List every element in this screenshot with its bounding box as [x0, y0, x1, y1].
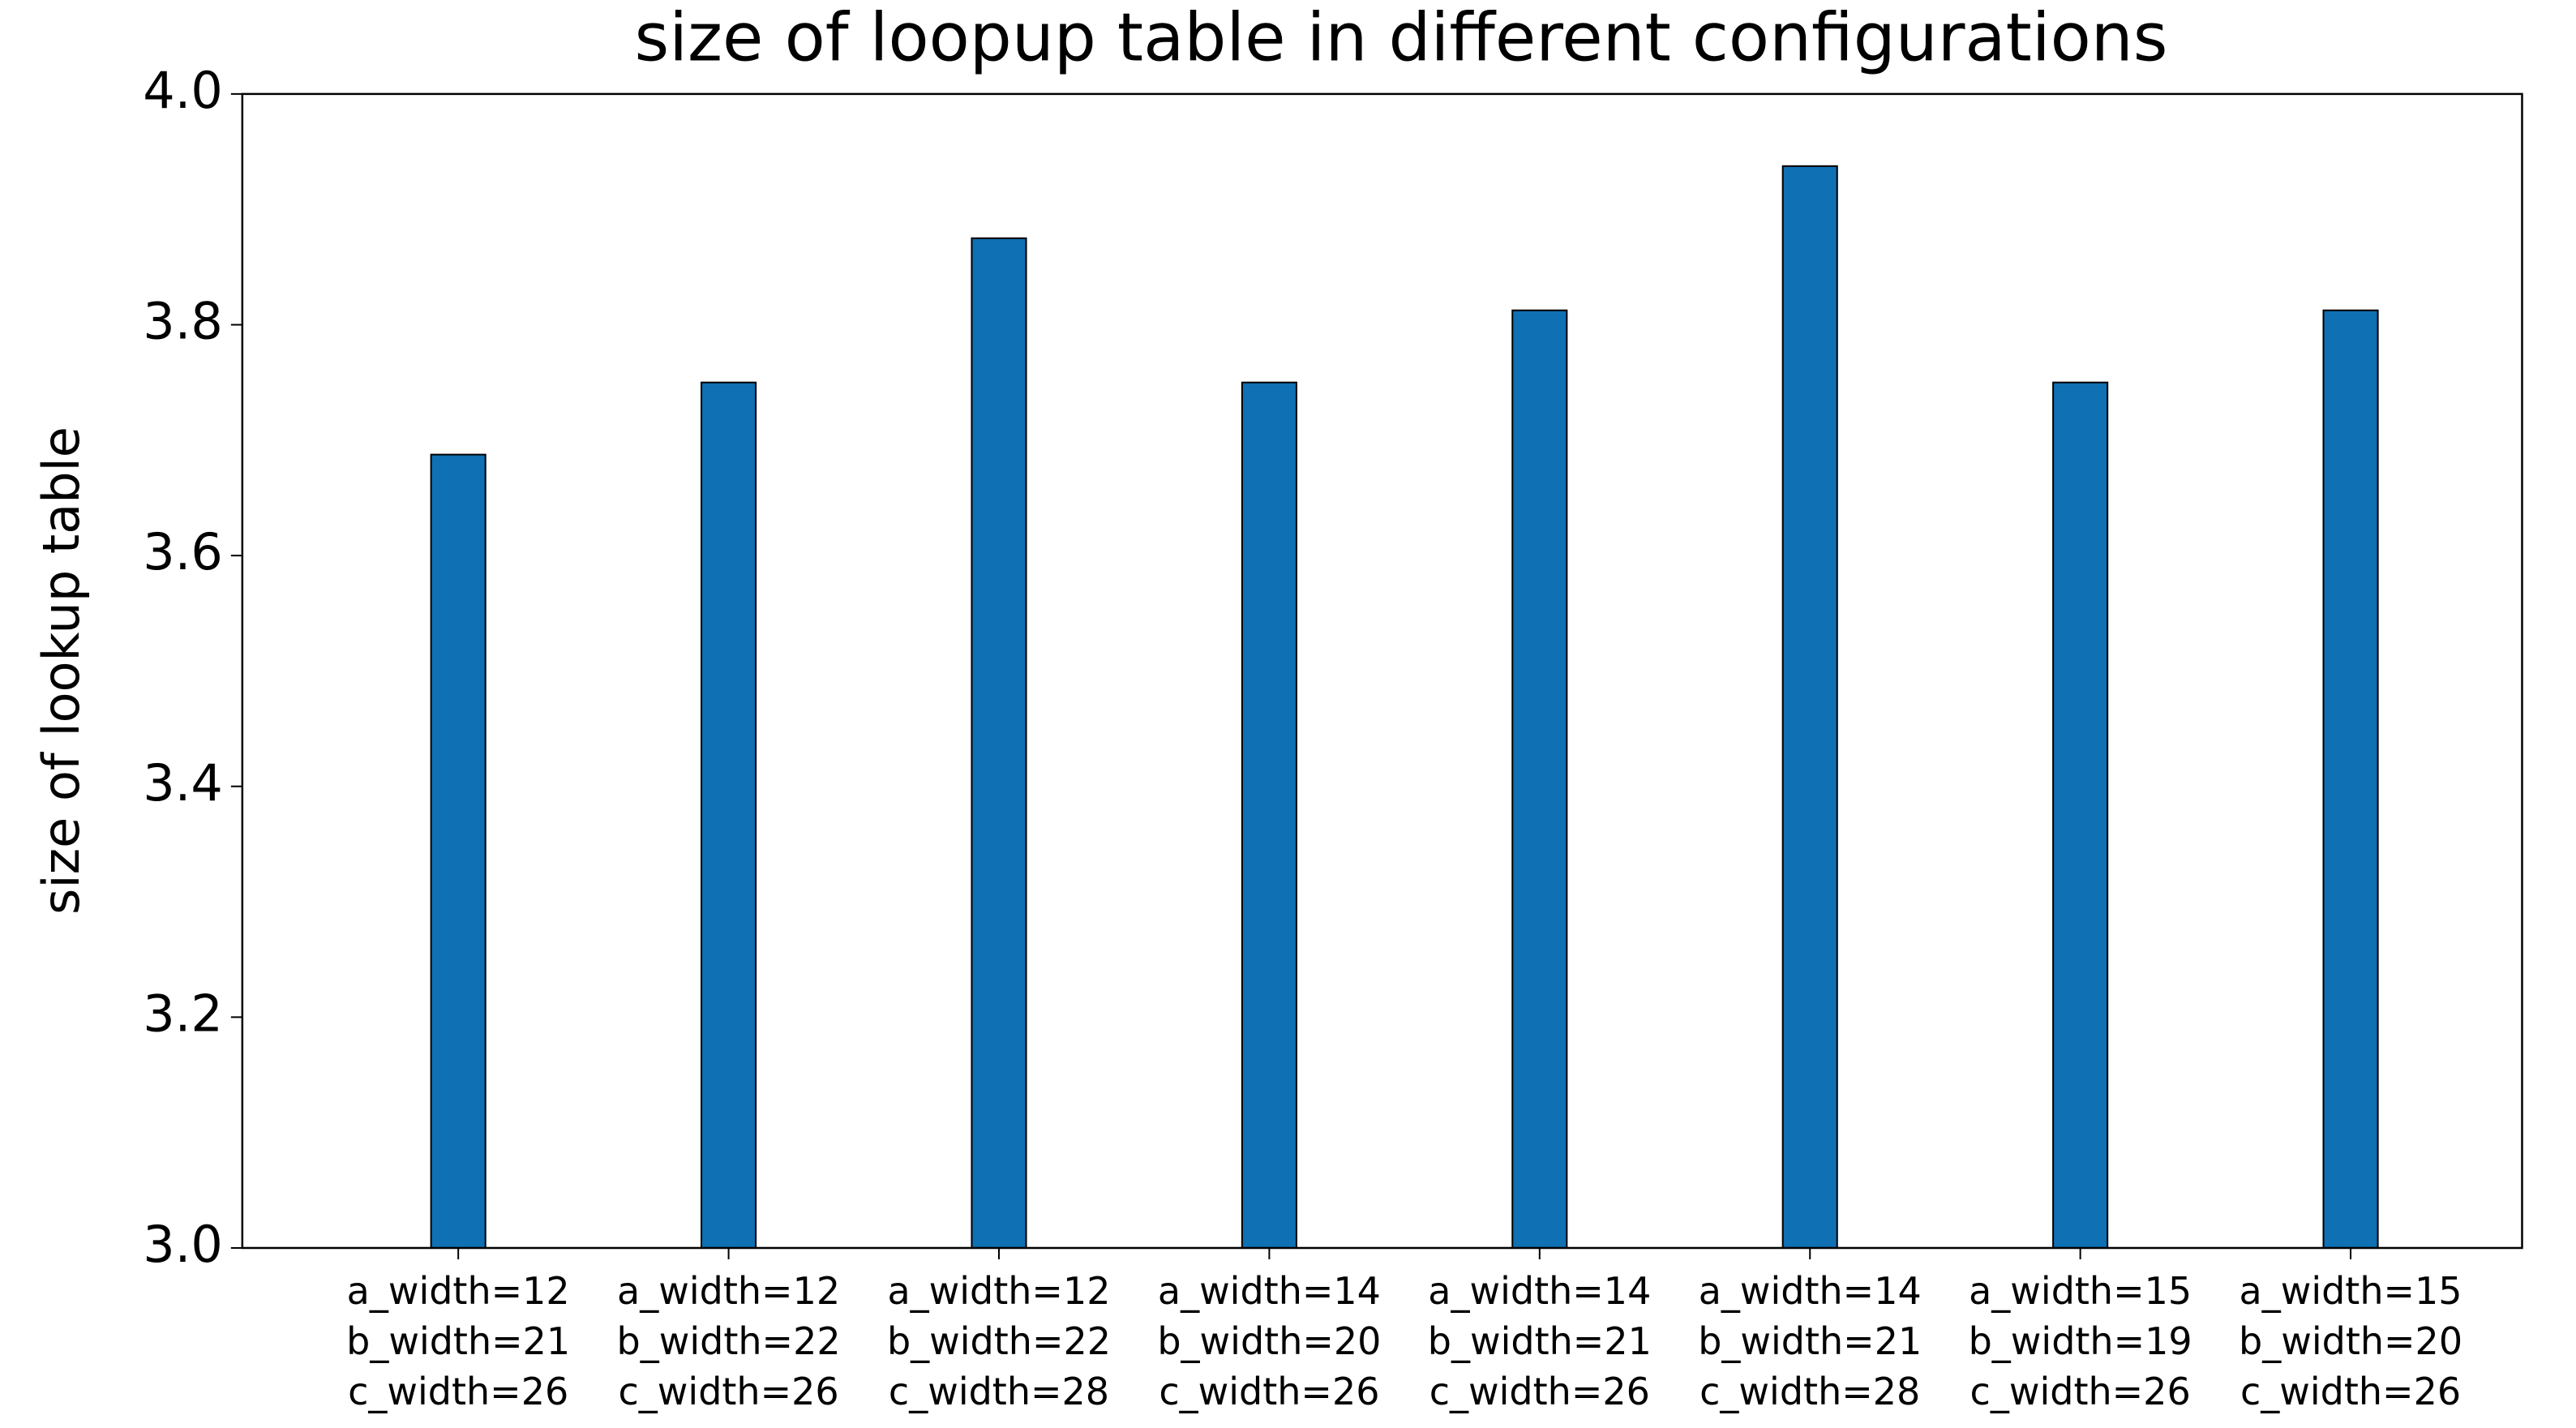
x-tick-label-line: c_width=28: [1699, 1369, 1920, 1413]
x-tick-label-line: a_width=12: [347, 1268, 570, 1312]
x-tick-label-line: b_width=21: [1698, 1319, 1922, 1362]
y-tick-label: 3.6: [143, 522, 223, 581]
x-tick-label: a_width=14 b_width=20 c_width=26: [1157, 1268, 1381, 1413]
x-tick-label-line: c_width=26: [348, 1369, 568, 1413]
x-tick-label-line: b_width=19: [1969, 1319, 2192, 1362]
x-tick-label-line: b_width=21: [1428, 1319, 1652, 1362]
y-tick-label: 3.2: [143, 984, 223, 1043]
x-tick-label-line: a_width=15: [2240, 1268, 2462, 1312]
x-tick-label-line: a_width=14: [1428, 1268, 1651, 1312]
x-tick-label: a_width=12 b_width=22 c_width=28: [887, 1268, 1111, 1413]
bar: [701, 381, 757, 1249]
plot-frame: [241, 92, 2523, 1250]
y-tick-label: 3.4: [143, 753, 223, 813]
bar: [1241, 381, 1297, 1249]
x-tick-label: a_width=14 b_width=21 c_width=28: [1698, 1268, 1922, 1413]
x-tick-label: a_width=12 b_width=21 c_width=26: [346, 1268, 570, 1413]
bar: [1781, 165, 1838, 1249]
x-tick-label-line: b_width=22: [887, 1319, 1111, 1362]
x-tick-label: a_width=14 b_width=21 c_width=26: [1428, 1268, 1652, 1413]
x-tick-label-line: b_width=21: [346, 1319, 570, 1362]
x-tick-label-line: a_width=14: [1158, 1268, 1381, 1312]
x-tick-label: a_width=12 b_width=22 c_width=26: [617, 1268, 841, 1413]
x-tick-label-line: a_width=15: [1969, 1268, 2192, 1312]
x-tick-label-line: c_width=26: [619, 1369, 839, 1413]
x-tick-label-line: a_width=14: [1699, 1268, 1922, 1312]
y-tick-label: 4.0: [143, 61, 223, 120]
bar: [1511, 309, 1568, 1249]
bar: [971, 237, 1027, 1249]
bar: [430, 453, 486, 1249]
x-tick-label-line: c_width=26: [1429, 1369, 1650, 1413]
y-tick-label: 3.0: [143, 1215, 223, 1274]
x-tick-label-line: a_width=12: [617, 1268, 840, 1312]
y-axis-label: size of lookup table: [32, 427, 91, 915]
y-tick-label: 3.8: [143, 292, 223, 351]
bar: [2322, 309, 2379, 1249]
x-tick-label-line: c_width=28: [889, 1369, 1109, 1413]
x-tick-label: a_width=15 b_width=20 c_width=26: [2239, 1268, 2462, 1413]
x-tick-label-line: b_width=22: [617, 1319, 841, 1362]
chart-title: size of loopup table in different config…: [635, 0, 2168, 76]
x-tick-label-line: c_width=26: [1159, 1369, 1379, 1413]
x-tick-label-line: b_width=20: [2239, 1319, 2462, 1362]
x-tick-label-line: c_width=26: [1970, 1369, 2191, 1413]
x-tick-label-line: b_width=20: [1157, 1319, 1381, 1362]
bar: [2052, 381, 2109, 1249]
x-tick-label-line: a_width=12: [887, 1268, 1110, 1312]
x-tick-label-line: c_width=26: [2240, 1369, 2461, 1413]
x-tick-label: a_width=15 b_width=19 c_width=26: [1969, 1268, 2192, 1413]
